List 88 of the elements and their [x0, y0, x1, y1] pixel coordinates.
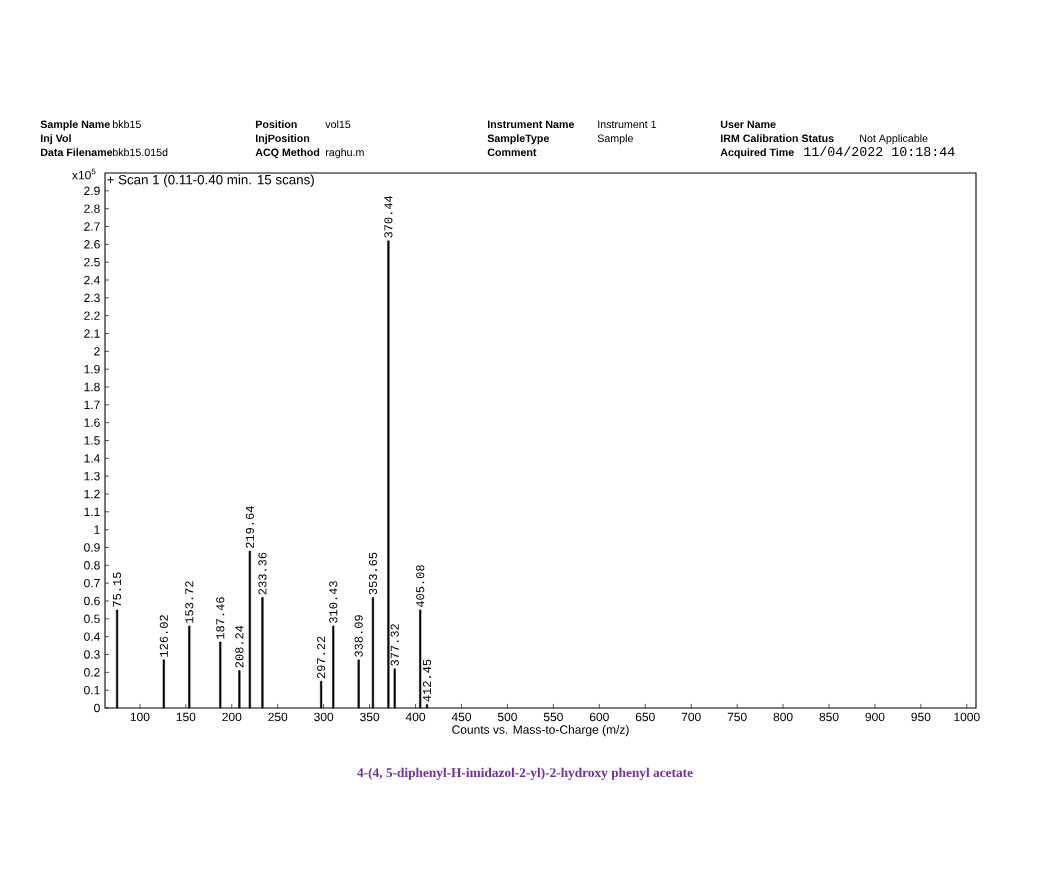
y-tick-label: 2: [94, 347, 100, 356]
annotation: 377.32: [390, 624, 399, 666]
y-tick-label: 1.7: [84, 400, 100, 409]
x-tick-label: 500: [497, 712, 517, 722]
text: Sample: [597, 134, 633, 145]
y-tick-label: 0.8: [84, 561, 100, 570]
text: raghu.m: [325, 148, 364, 159]
y-tick-label: 0.2: [84, 668, 100, 677]
y-tick-label: 0.5: [84, 614, 100, 624]
y-tick-label: 0.1: [84, 685, 100, 695]
y-tick-label: 2.2: [84, 311, 100, 320]
text: vol15: [325, 120, 351, 129]
y-tick-label: 1: [94, 525, 100, 534]
y-tick-label: 2.9: [84, 186, 100, 196]
x-tick-label: 350: [360, 712, 380, 722]
y-tick-label: 1.6: [84, 418, 100, 427]
y-tick-label: 2.6: [84, 240, 100, 249]
y-tick-label: 2.3: [84, 293, 100, 303]
x-tick-label: 550: [543, 712, 563, 722]
x-tick-label: 450: [451, 712, 472, 722]
text: Sample Name: [40, 120, 110, 131]
y-tick-label: 1.9: [84, 364, 100, 374]
annotation: 405.08: [416, 565, 425, 608]
y-tick-label: 0.6: [84, 596, 100, 606]
y-tick-label: 0.4: [84, 632, 100, 641]
text: Instrument Name: [487, 120, 575, 129]
text: Inj Vol: [40, 134, 71, 145]
x-tick-label: 850: [819, 712, 839, 722]
text: Data Filename: [40, 148, 113, 157]
y-tick-label: 2.7: [84, 222, 100, 231]
y-tick-label: 2.8: [84, 204, 100, 213]
y-tick-label: 1.5: [84, 436, 100, 445]
annotation: 208.24: [235, 625, 244, 668]
text: bkb15: [112, 120, 141, 129]
x-tick-label: 100: [130, 712, 150, 722]
text: ACQ Method: [255, 148, 320, 159]
text: IRM Calibration Status: [720, 134, 834, 143]
text: Position: [255, 120, 297, 129]
x-axis-title: Counts vs. Mass-to-Charge (m/z): [452, 725, 629, 737]
x-tick-label: 250: [268, 712, 288, 722]
x-tick-label: 600: [589, 712, 609, 722]
annotation: 370.44: [384, 195, 393, 238]
x-tick-label: 650: [635, 712, 655, 722]
annotation: 412.45: [422, 659, 432, 702]
y-tick-label: 1.8: [84, 382, 100, 392]
x-tick-label: 800: [773, 712, 793, 722]
annotation: 153.72: [185, 581, 194, 623]
x-tick-label: 150: [176, 712, 196, 722]
annotation: 233.36: [258, 552, 267, 595]
y-tick-label: 2.4: [84, 275, 100, 285]
x-tick-label: 300: [314, 712, 334, 722]
x-tick-label: 1000: [954, 712, 980, 722]
text: Acquired Time: [720, 148, 794, 159]
y-tick-label: 0: [94, 703, 100, 713]
text: 4-(4, 5-diphenyl-H-imidazol-2-yl)-2-hydroxy phenyl acetate: [357, 767, 693, 780]
text: InjPosition: [255, 134, 310, 145]
x-tick-label: 200: [222, 712, 242, 722]
y-tick-label: 1.3: [84, 471, 100, 481]
annotation: 297.22: [317, 636, 326, 679]
y-tick-label: 2.1: [84, 329, 100, 338]
text: Not Applicable: [860, 134, 928, 145]
y-tick-label: 0.3: [84, 650, 100, 659]
y-tick-label: 1.4: [84, 454, 100, 463]
y-tick-label: 0.7: [84, 578, 100, 588]
y-tick-label: 1.2: [84, 489, 100, 499]
text: bkb15.015d: [112, 148, 168, 157]
y-tick-label: 2.5: [84, 257, 100, 267]
annotation: 353.65: [368, 552, 378, 595]
annotation: 338.09: [354, 615, 363, 657]
y-tick-label: 1.1: [84, 507, 100, 516]
text: User Name: [720, 120, 776, 129]
text: Instrument 1: [598, 120, 657, 129]
annotation: 310.43: [329, 581, 338, 623]
x-tick-label: 900: [865, 712, 885, 722]
annotation: 126.02: [159, 615, 168, 657]
text: Comment: [487, 148, 537, 157]
annotation: + Scan 1 (0.11-0.40 min. 15 scans): [107, 174, 314, 188]
x-tick-label: 700: [681, 712, 701, 722]
text: 11/04/2022 10:18:44: [804, 146, 955, 157]
annotation: 187.46: [216, 597, 225, 639]
x-tick-label: 750: [727, 712, 747, 722]
y-tick-label: 0.9: [84, 543, 100, 552]
annotation: 75.15: [113, 572, 122, 607]
x-tick-label: 400: [405, 712, 426, 722]
text: SampleType: [487, 134, 549, 145]
annotation: 219.64: [245, 506, 254, 548]
text: x10$^{5}$: [72, 168, 96, 180]
x-tick-label: 950: [911, 712, 931, 722]
